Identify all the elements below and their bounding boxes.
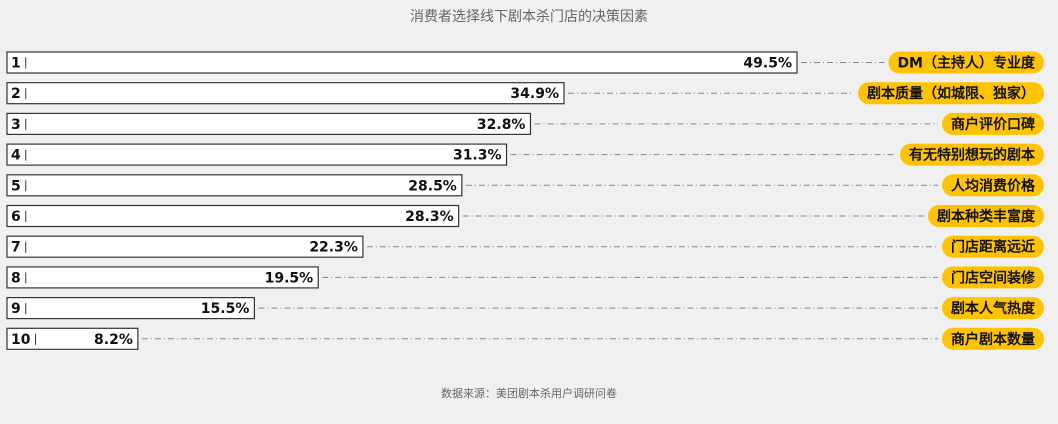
value-label: 34.9% xyxy=(510,86,559,102)
category-pill xyxy=(942,266,1044,289)
bar xyxy=(6,235,364,258)
category-label: 商户评价口碑 xyxy=(951,116,1035,133)
category-label: 人均消费价格 xyxy=(951,177,1036,194)
bar xyxy=(6,143,508,166)
value-label: 15.5% xyxy=(201,301,250,317)
category-label: 商户剧本数量 xyxy=(951,331,1035,348)
value-label: 31.3% xyxy=(453,148,502,164)
rank-label: 9 xyxy=(11,301,21,317)
value-label: 28.3% xyxy=(405,209,454,225)
bar xyxy=(6,297,255,320)
bar xyxy=(6,204,460,228)
value-label: 49.5% xyxy=(743,56,792,72)
category-label: 剧本种类丰富度 xyxy=(937,208,1036,225)
bar xyxy=(6,174,463,197)
category-label: DM（主持人）专业度 xyxy=(897,55,1036,72)
bar xyxy=(6,82,565,105)
category-label: 剧本质量（如城限、独家） xyxy=(867,85,1035,102)
rank-label: 8 xyxy=(11,270,21,286)
bar xyxy=(6,51,798,74)
value-label: 32.8% xyxy=(477,117,526,133)
rank-label: 6 xyxy=(11,209,21,225)
rank-label: 4 xyxy=(11,148,21,164)
category-label: 门店距离远近 xyxy=(951,239,1035,256)
category-pill xyxy=(928,205,1044,227)
category-pill xyxy=(858,82,1044,105)
rank-label: 1 xyxy=(11,56,21,72)
category-pill xyxy=(942,327,1044,350)
rank-label: 2 xyxy=(11,86,21,102)
value-label: 8.2% xyxy=(94,332,133,348)
category-pill xyxy=(942,174,1044,197)
rank-label: 5 xyxy=(11,178,21,194)
category-pill xyxy=(942,235,1044,258)
rank-label: 3 xyxy=(11,117,21,133)
data-source-note: 数据来源：美团剧本杀用户调研问卷 xyxy=(441,387,617,400)
value-label: 22.3% xyxy=(309,240,358,256)
category-label: 剧本人气热度 xyxy=(951,300,1036,317)
value-label: 28.5% xyxy=(408,178,457,194)
value-label: 19.5% xyxy=(265,270,314,286)
rank-label: 7 xyxy=(11,240,21,256)
category-pill xyxy=(942,112,1044,135)
category-pill xyxy=(888,51,1044,74)
category-label: 有无特别想玩的剧本 xyxy=(909,147,1036,164)
rank-label: 10 xyxy=(11,332,31,348)
bar xyxy=(6,266,319,289)
bar xyxy=(6,327,139,350)
category-pill xyxy=(942,297,1044,320)
bar xyxy=(6,112,532,136)
category-label: 门店空间装修 xyxy=(951,269,1036,286)
chart-title: 消费者选择线下剧本杀门店的决策因素 xyxy=(410,9,648,25)
category-pill xyxy=(900,143,1044,166)
